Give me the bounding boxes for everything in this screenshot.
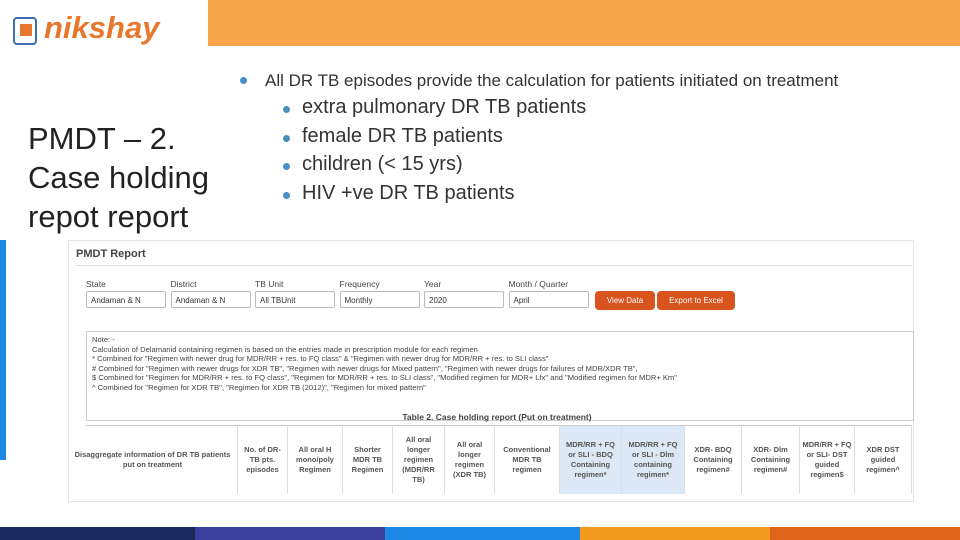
table-header-cell: MDR/RR + FQ or SLI - BDQ Containing regi… bbox=[560, 426, 622, 494]
header-bar bbox=[208, 0, 960, 46]
table-header-cell: Shorter MDR TB Regimen bbox=[343, 426, 393, 494]
divider bbox=[76, 265, 912, 266]
table-header-cell: All oral longer regimen (MDR/RR TB) bbox=[393, 426, 445, 494]
accent-bar bbox=[0, 240, 6, 460]
note-line: Note: - bbox=[92, 335, 115, 344]
bullet-dot bbox=[283, 191, 290, 199]
sub-bullet-text: female DR TB patients bbox=[302, 124, 503, 147]
report-title: PMDT Report bbox=[76, 248, 146, 260]
filter-select[interactable]: All TBUnit bbox=[255, 291, 335, 308]
filter-select[interactable]: Andaman & N bbox=[170, 291, 251, 308]
slide-title: PMDT – 2. bbox=[28, 121, 176, 156]
note-line: # Combined for "Regimen with newer drugs… bbox=[92, 363, 638, 373]
table-header-cell: XDR- Dlm Containing regimen# bbox=[742, 426, 800, 494]
filter-select[interactable]: Monthly bbox=[339, 291, 420, 308]
bullet-dot bbox=[283, 163, 290, 170]
sub-bullet-text: extra pulmonary DR TB patients bbox=[302, 96, 587, 118]
table-header-cell: No. of DR-TB pts. episodes bbox=[238, 426, 288, 494]
note-line: ^ Combined for "Regimen for XDR TB", "Re… bbox=[92, 383, 426, 392]
note-box bbox=[86, 331, 914, 421]
filter-label: TB Unit bbox=[255, 279, 284, 289]
table-header-cell: All oral H mono/poly Regimen bbox=[288, 426, 343, 494]
button[interactable]: Export to Excel bbox=[657, 291, 735, 310]
table-header-cell: All oral longer regimen (XDR TB) bbox=[445, 426, 495, 494]
logo-icon bbox=[13, 17, 37, 45]
filter-label: District bbox=[170, 279, 197, 289]
slide-title: repot report bbox=[28, 199, 189, 234]
button[interactable]: View Data bbox=[595, 291, 655, 310]
report-screenshot bbox=[68, 240, 914, 502]
table-header-cell: MDR/RR + FQ or SLI- DST guided regimen$ bbox=[800, 426, 855, 494]
table-header-cell: XDR DST guided regimen^ bbox=[855, 426, 912, 494]
note-line: $ Combined for "Regimen for MDR/RR + res… bbox=[92, 373, 677, 383]
sub-bullet-text: children (< 15 yrs) bbox=[302, 153, 463, 175]
table-border bbox=[86, 425, 912, 426]
footer-strip bbox=[580, 527, 770, 540]
sub-bullet-text: HIV +ve DR TB patients bbox=[302, 181, 515, 204]
filter-select[interactable]: April bbox=[508, 291, 589, 308]
filter-label: Frequency bbox=[339, 279, 380, 289]
footer-strip bbox=[195, 527, 385, 540]
note-line: * Combined for "Regimen with newer drug … bbox=[92, 354, 549, 364]
bullet-dot bbox=[240, 77, 247, 84]
filter-select[interactable]: 2020 bbox=[424, 291, 504, 308]
footer-strip bbox=[770, 527, 960, 540]
logo-text: nikshay bbox=[44, 10, 160, 45]
table-title: Table 2. Case holding report (Put on tre… bbox=[402, 412, 592, 422]
bullet-dot bbox=[283, 106, 290, 113]
filter-label: Year bbox=[424, 279, 442, 289]
filter-label: Month / Quarter bbox=[508, 279, 569, 289]
filter-label: State bbox=[86, 279, 106, 289]
table-header-cell: MDR/RR + FQ or SLI - Dlm containing regi… bbox=[622, 426, 685, 494]
footer-strip bbox=[385, 527, 580, 540]
slide-title: Case holding bbox=[28, 160, 209, 195]
bullet-dot bbox=[283, 134, 290, 142]
filter-select[interactable]: Andaman & N bbox=[86, 291, 166, 308]
table-header-cell: Disaggregate information of DR TB patien… bbox=[68, 426, 238, 494]
footer-strip bbox=[0, 527, 195, 540]
bullet-text: All DR TB episodes provide the calculati… bbox=[265, 71, 839, 90]
table-header-cell: XDR- BDQ Containing regimen# bbox=[685, 426, 742, 494]
table-header-cell: Conventional MDR TB regimen bbox=[495, 426, 560, 494]
note-line: Calculation of Delamanid containing regi… bbox=[92, 344, 478, 354]
